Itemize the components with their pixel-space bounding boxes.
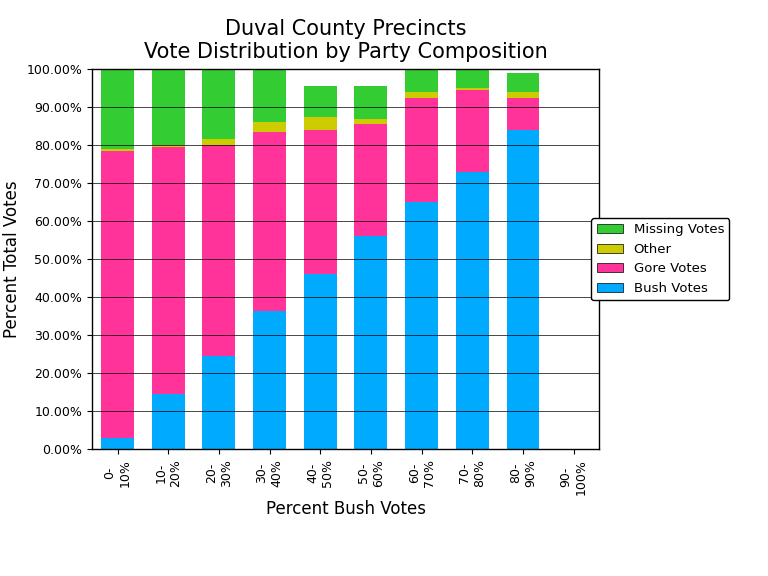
Bar [355, 119, 387, 124]
Bar [304, 116, 336, 130]
Bar [152, 147, 184, 394]
Bar [456, 90, 488, 172]
Bar [152, 394, 184, 449]
Bar [304, 274, 336, 449]
Bar [456, 88, 488, 90]
Bar [507, 92, 539, 98]
Bar [355, 86, 387, 119]
Bar [355, 124, 387, 236]
Bar [253, 69, 286, 122]
Bar [456, 69, 488, 88]
Bar [456, 172, 488, 449]
Bar [152, 69, 184, 145]
Bar [203, 139, 235, 145]
Bar [406, 202, 438, 449]
Bar [253, 132, 286, 310]
Bar [101, 438, 134, 449]
Bar [253, 122, 286, 132]
Y-axis label: Percent Total Votes: Percent Total Votes [3, 180, 21, 338]
Bar [253, 310, 286, 449]
Bar [304, 130, 336, 274]
Legend: Missing Votes, Other, Gore Votes, Bush Votes: Missing Votes, Other, Gore Votes, Bush V… [591, 218, 730, 300]
Bar [507, 73, 539, 92]
Bar [152, 145, 184, 147]
Bar [203, 145, 235, 356]
Bar [101, 149, 134, 151]
Bar [355, 236, 387, 449]
Bar [406, 69, 438, 92]
Title: Duval County Precincts
Vote Distribution by Party Composition: Duval County Precincts Vote Distribution… [144, 19, 548, 62]
Bar [203, 356, 235, 449]
Bar [304, 86, 336, 116]
Bar [203, 69, 235, 139]
Bar [507, 97, 539, 130]
Bar [101, 151, 134, 438]
Bar [406, 97, 438, 202]
Bar [101, 69, 134, 149]
X-axis label: Percent Bush Votes: Percent Bush Votes [266, 501, 425, 518]
Bar [507, 130, 539, 449]
Bar [406, 92, 438, 98]
